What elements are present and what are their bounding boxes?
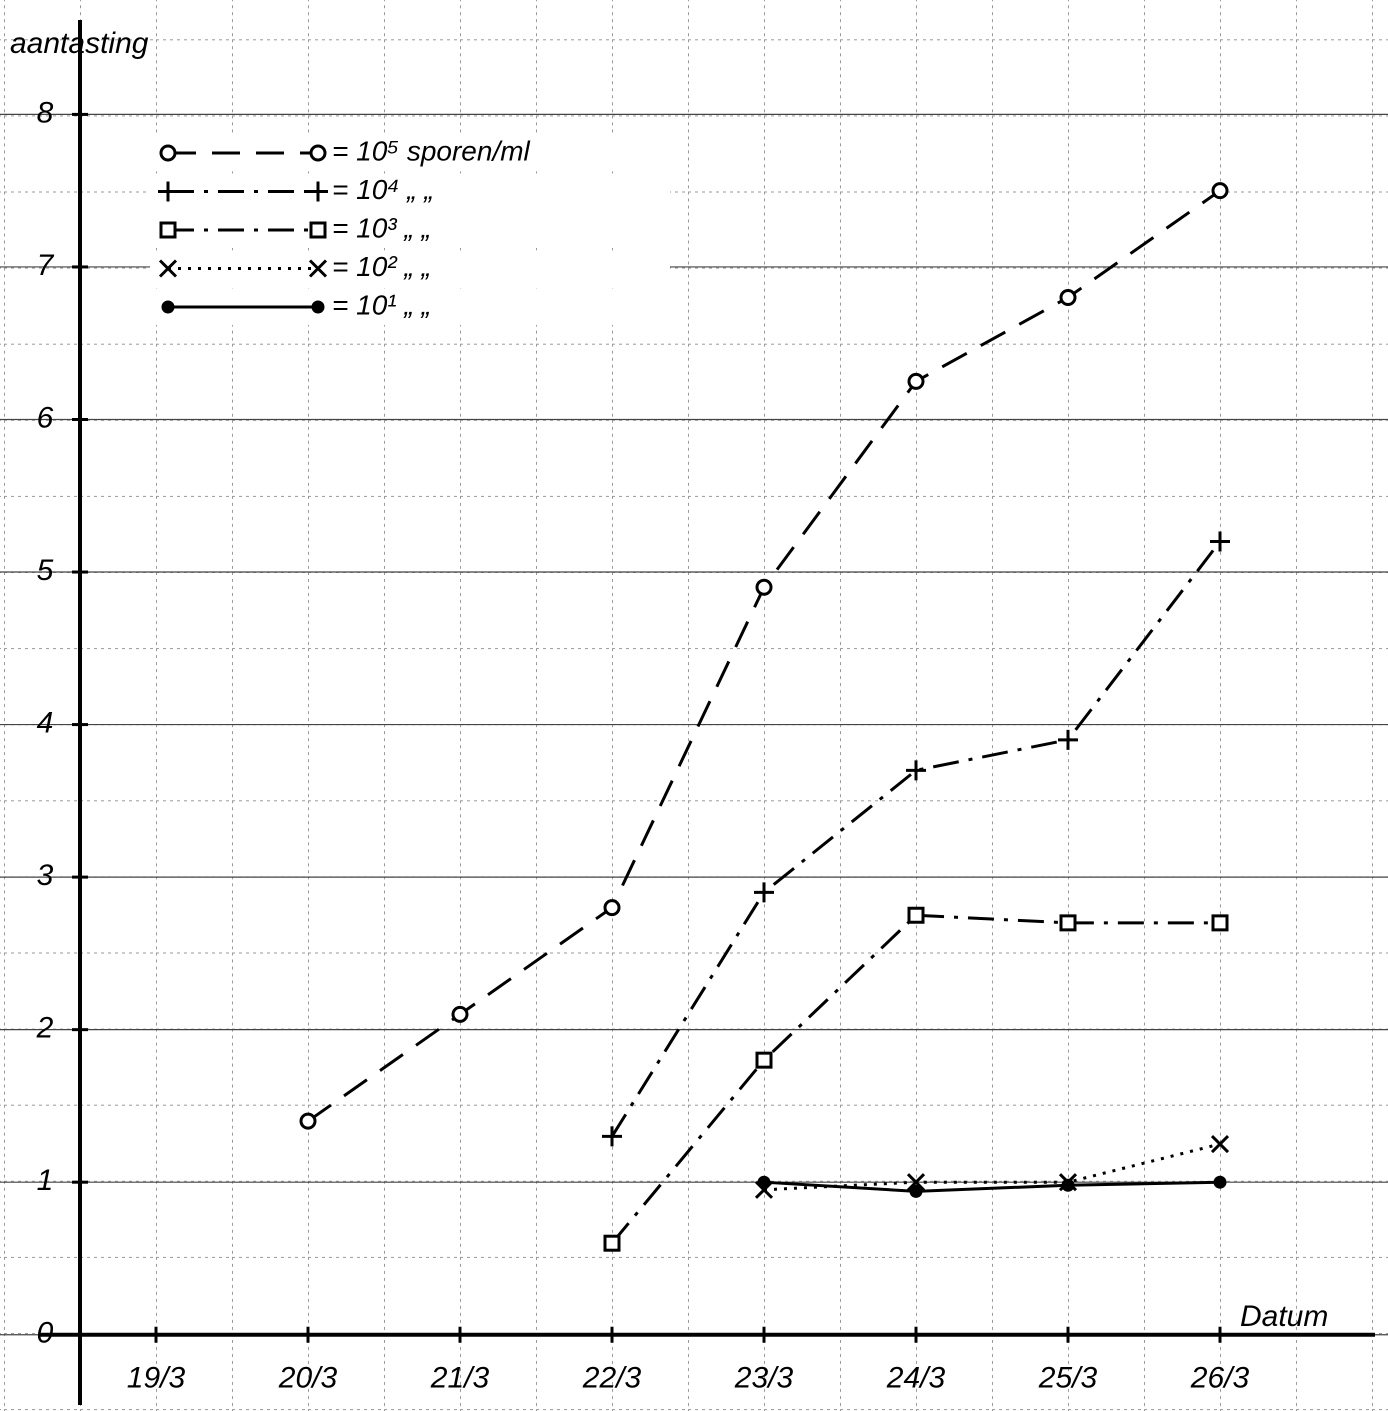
graph-paper xyxy=(0,0,1388,1411)
marker xyxy=(909,908,923,922)
marker xyxy=(311,223,325,237)
marker xyxy=(757,1053,771,1067)
y-tick-label: 7 xyxy=(37,249,55,282)
marker xyxy=(1213,916,1227,930)
x-axis-label: Datum xyxy=(1240,1300,1328,1333)
y-tick-label: 3 xyxy=(37,859,54,892)
legend-label: = 10⁵ sporen/ml xyxy=(332,135,531,166)
marker xyxy=(911,1186,921,1196)
marker xyxy=(1215,1177,1225,1187)
y-tick-label: 2 xyxy=(36,1012,54,1045)
x-tick-label: 26/3 xyxy=(1190,1362,1250,1395)
y-tick-label: 5 xyxy=(37,554,54,587)
marker xyxy=(1063,1180,1073,1190)
marker xyxy=(757,580,771,594)
marker xyxy=(909,374,923,388)
marker xyxy=(605,901,619,915)
x-tick-label: 24/3 xyxy=(886,1362,946,1395)
marker xyxy=(759,1177,769,1187)
marker xyxy=(1061,916,1075,930)
x-tick-label: 25/3 xyxy=(1038,1362,1098,1395)
x-tick-label: 23/3 xyxy=(734,1362,794,1395)
chart: aantasting Datum 01234567819/320/321/322… xyxy=(0,0,1388,1411)
y-tick-label: 4 xyxy=(37,706,54,739)
y-tick-label: 6 xyxy=(37,401,54,434)
marker xyxy=(311,146,325,160)
legend-label: = 10⁴ „ „ xyxy=(332,174,434,205)
x-tick-label: 20/3 xyxy=(278,1362,338,1395)
legend-label: = 10¹ „ „ xyxy=(332,289,431,320)
marker xyxy=(161,223,175,237)
marker xyxy=(163,302,173,312)
marker xyxy=(313,302,323,312)
x-tick-label: 22/3 xyxy=(582,1362,642,1395)
legend-label: = 10³ „ „ xyxy=(332,212,431,243)
marker xyxy=(161,146,175,160)
x-tick-label: 21/3 xyxy=(430,1362,490,1395)
x-tick-label: 19/3 xyxy=(127,1362,186,1395)
marker xyxy=(1061,290,1075,304)
marker xyxy=(301,1114,315,1128)
legend-label: = 10² „ „ xyxy=(332,251,431,282)
marker xyxy=(1213,184,1227,198)
marker xyxy=(605,1236,619,1250)
marker xyxy=(453,1007,467,1021)
y-tick-label: 8 xyxy=(37,96,54,129)
y-tick-label: 1 xyxy=(37,1164,54,1197)
